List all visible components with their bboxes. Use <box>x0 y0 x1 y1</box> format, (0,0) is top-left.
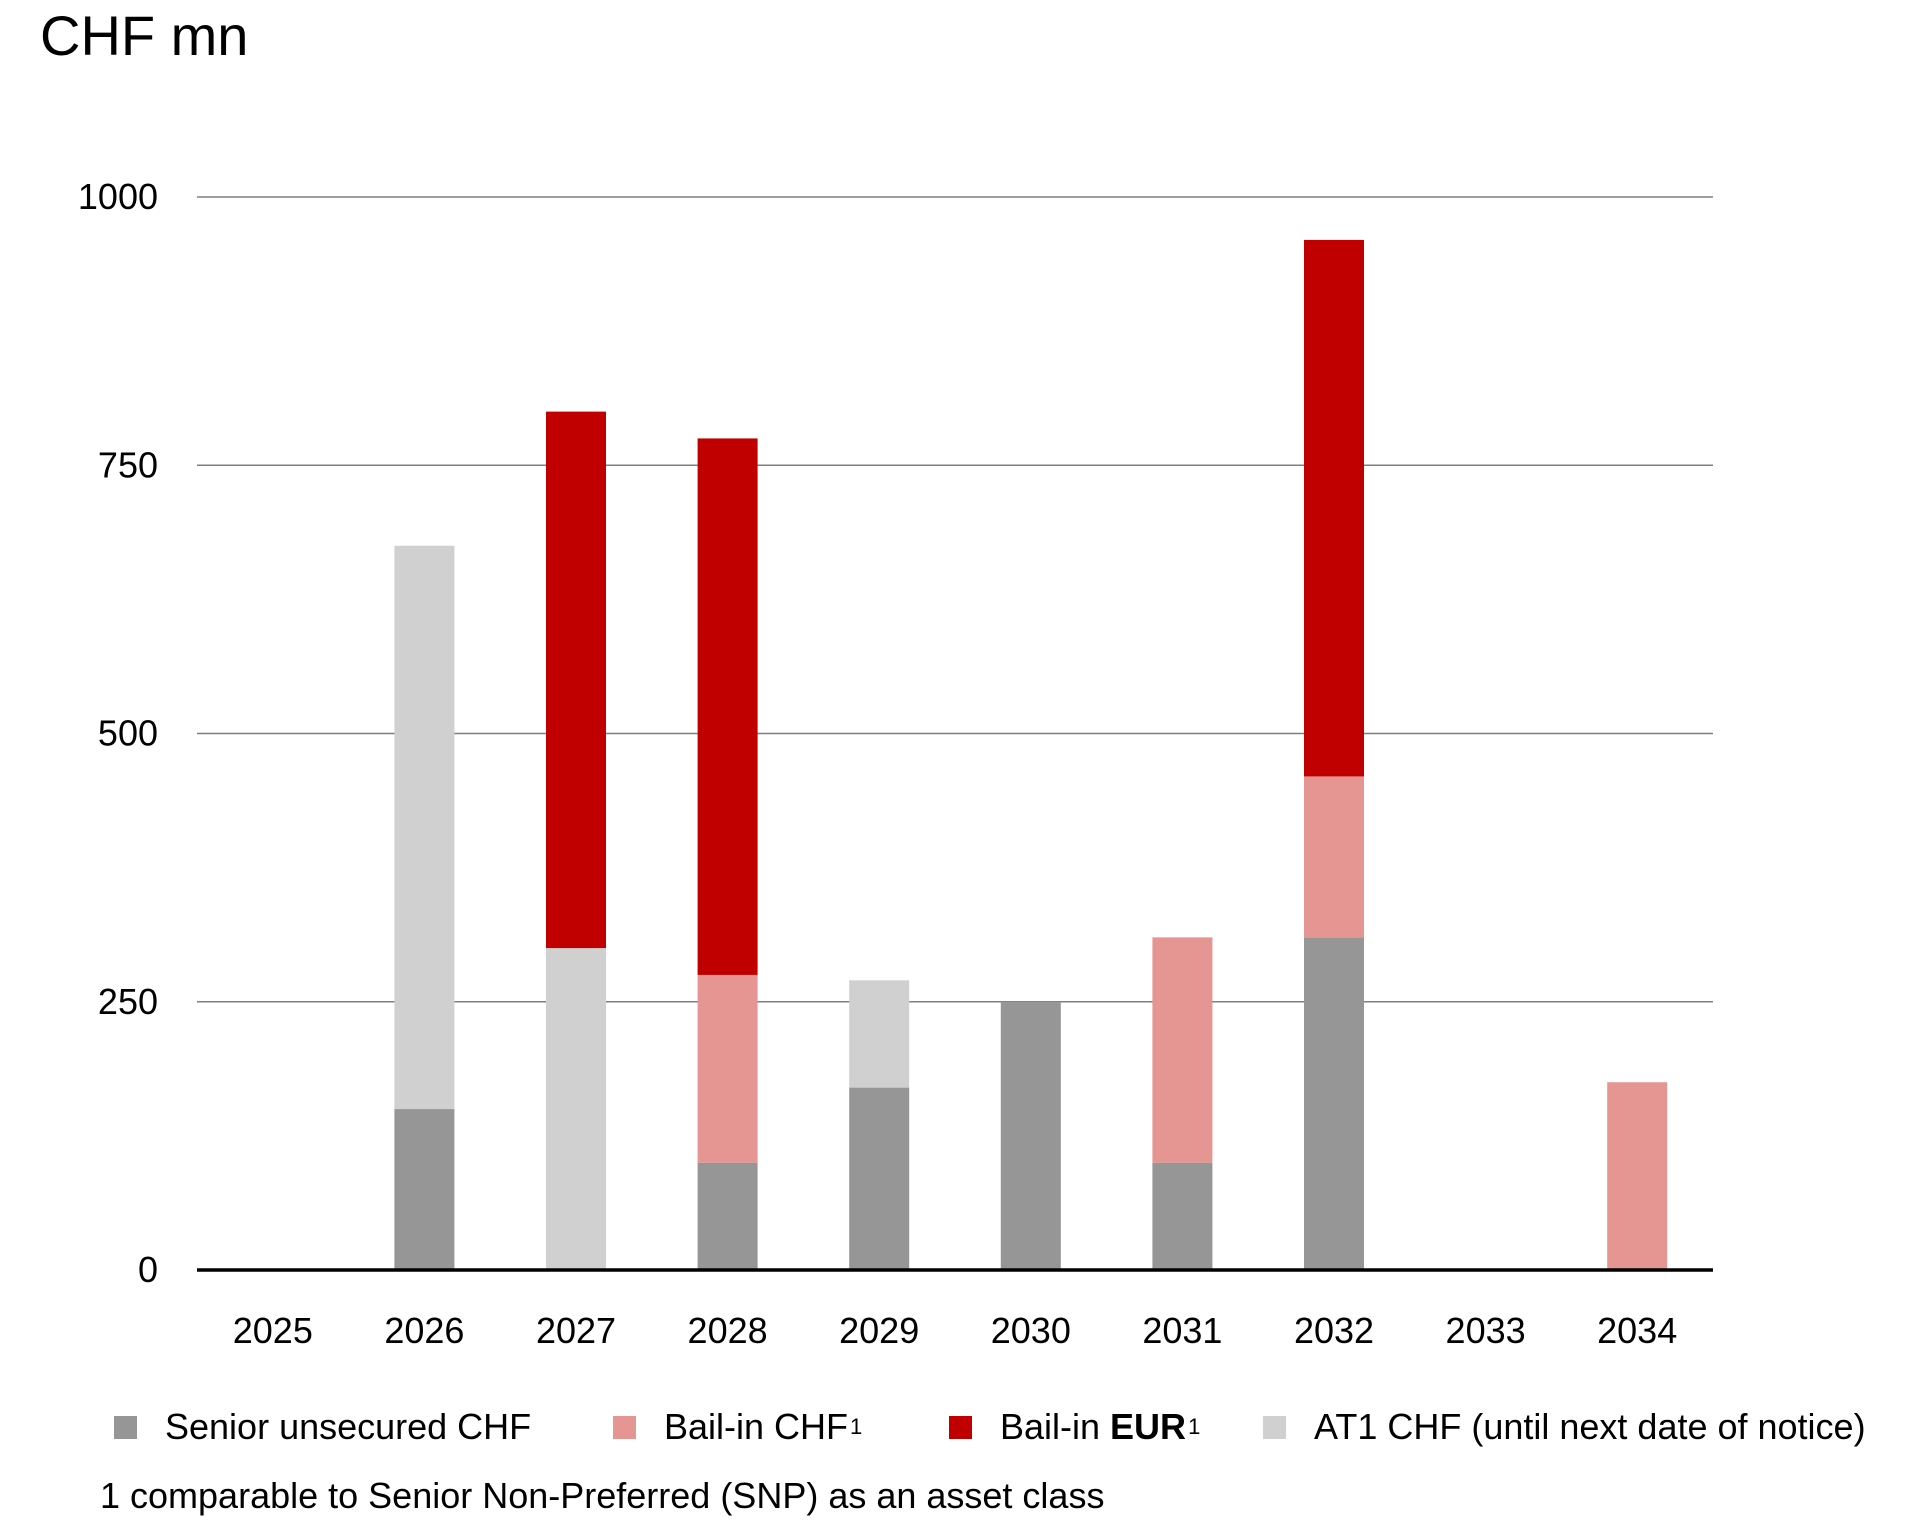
x-tick-label: 2032 <box>1294 1310 1374 1351</box>
bar-segment <box>546 948 606 1270</box>
bar-segment <box>849 980 910 1088</box>
bar-layer <box>394 239 1668 1270</box>
legend-label: Senior unsecured CHF <box>165 1406 532 1447</box>
footnote: 1 comparable to Senior Non-Preferred (SN… <box>100 1475 1105 1516</box>
legend-swatch <box>1263 1415 1286 1439</box>
legend-label: Bail-in <box>1000 1406 1111 1447</box>
y-tick-label: 250 <box>98 981 158 1022</box>
y-tick-label: 750 <box>98 444 158 485</box>
bar-segment <box>1000 1001 1061 1270</box>
x-tick-label: 2031 <box>1142 1310 1222 1351</box>
bar-segment <box>1304 937 1364 1270</box>
bar-segment <box>849 1087 910 1270</box>
chart-plot: 0 250 500 750 1000 2025 2026 2027 2028 2029 2030 20… <box>78 176 1713 1351</box>
x-tick-label: 2025 <box>233 1310 313 1351</box>
legend-swatch <box>114 1415 137 1439</box>
bar-segment <box>697 1162 758 1270</box>
y-tick-label: 0 <box>138 1249 158 1290</box>
x-tick-label: 2026 <box>384 1310 464 1351</box>
x-tick-label: 2029 <box>839 1310 919 1351</box>
y-tick-label: 500 <box>98 713 158 754</box>
x-tick-label: 2033 <box>1446 1310 1526 1351</box>
legend-item-bail-in-eur: Bail-in EUR 1 <box>949 1405 1200 1449</box>
x-tick-label: 2027 <box>536 1310 616 1351</box>
legend-label: Bail-in CHF <box>664 1406 849 1447</box>
legend-item-bail-in-chf: Bail-in CHF 1 <box>613 1405 862 1449</box>
x-tick-label: 2028 <box>688 1310 768 1351</box>
legend-item-senior-unsecured-chf: Senior unsecured CHF <box>114 1405 531 1449</box>
bar-segment <box>546 411 606 949</box>
bar-segment <box>1607 1082 1668 1270</box>
bar-segment <box>697 974 758 1163</box>
bar-segment <box>394 1109 455 1270</box>
x-tick-label: 2030 <box>991 1310 1071 1351</box>
legend-label-bold: EUR <box>1110 1406 1187 1447</box>
axis-layer: 0 250 500 750 1000 2025 2026 2027 2028 2029 2030 20… <box>78 176 1713 1351</box>
legend-swatch <box>613 1415 636 1439</box>
bar-segment <box>1152 1162 1213 1270</box>
bar-segment <box>1152 937 1213 1163</box>
y-tick-label: 1000 <box>78 176 158 217</box>
x-tick-label: 2034 <box>1597 1310 1677 1351</box>
bar-segment <box>1304 776 1364 938</box>
bar-segment <box>394 545 455 1110</box>
unit-label: CHF mn <box>40 4 249 67</box>
legend-item-at1-chf: AT1 CHF (until next date of notice) <box>1263 1405 1866 1449</box>
legend-swatch <box>949 1415 972 1439</box>
bar-segment <box>697 438 758 975</box>
bar-segment <box>1304 239 1364 777</box>
legend-label: AT1 CHF (until next date of notice) <box>1314 1406 1866 1447</box>
